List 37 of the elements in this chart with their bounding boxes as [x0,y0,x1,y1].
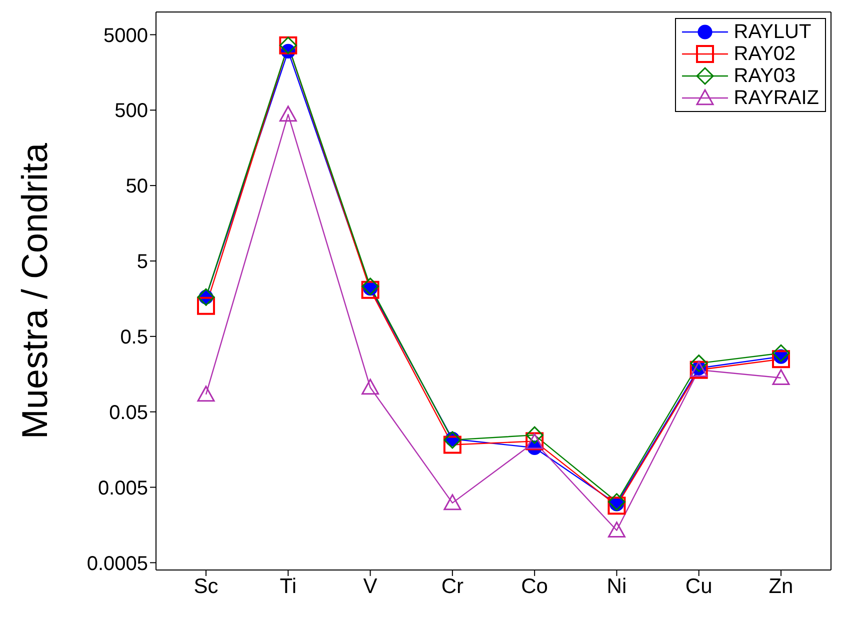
y-tick-label: 5 [136,251,148,274]
legend-label: RAY02 [734,43,796,65]
point [608,493,626,511]
x-tick-label: Cu [685,574,712,598]
point [197,386,215,402]
y-tick-label: 50 [126,176,148,198]
point [526,426,544,444]
x-tick-label: Zn [768,574,794,598]
legend-label: RAYRAIZ [734,87,819,109]
point [362,378,380,395]
x-tick-label: V [363,574,378,598]
point [608,496,626,515]
point [772,369,790,386]
point [690,354,708,372]
y-axis-title: Muestra / Condrita [14,142,55,440]
point [444,494,462,510]
point [772,344,790,362]
legend-label: RAY03 [734,65,796,87]
point [361,280,380,299]
x-tick-label: Sc [194,574,218,598]
y-tick-label: 5000 [104,24,148,47]
y-tick-label: 0.0005 [86,552,148,575]
legend-label: RAYLUT [734,21,812,43]
point [197,296,215,315]
x-tick-label: Cr [441,574,464,598]
point [279,106,297,122]
y-tick-label: 500 [114,100,148,122]
point [608,522,626,538]
x-tick-label: Co [521,574,548,598]
point [772,350,790,368]
point [443,436,462,454]
y-tick-label: 0.005 [98,477,148,500]
y-tick-label: 0.5 [120,326,148,349]
x-tick-label: Ti [280,574,296,598]
x-tick-label: Ni [606,574,627,598]
y-tick-label: 0.05 [109,402,148,424]
point [362,278,380,296]
